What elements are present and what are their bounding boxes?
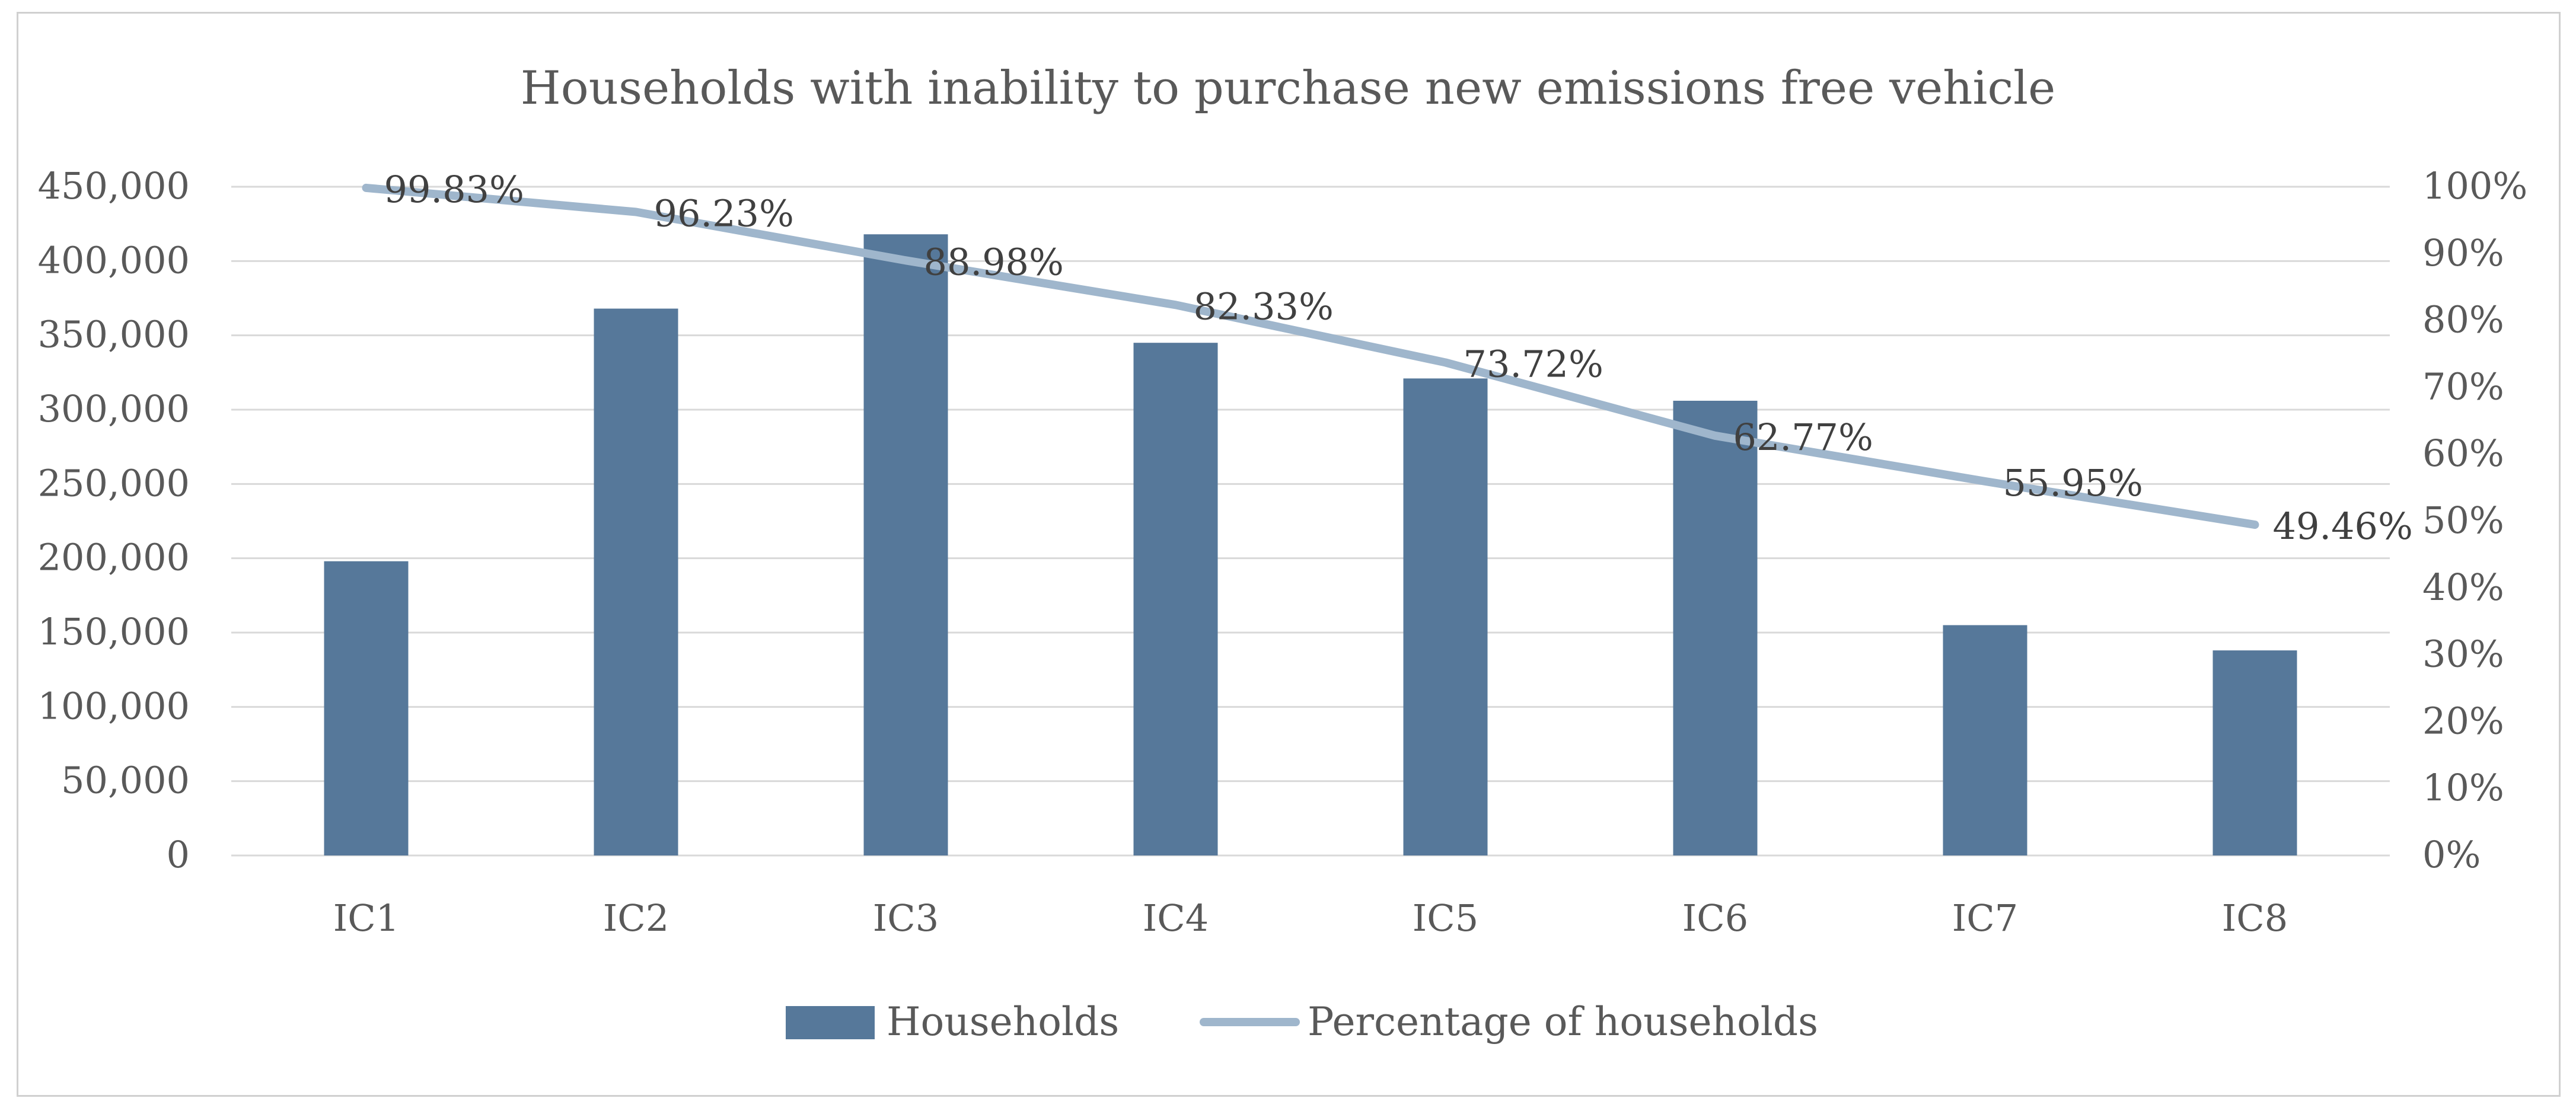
bar — [1673, 400, 1758, 855]
left-tick-label: 250,000 — [38, 461, 190, 505]
percentage-data-label: 55.95% — [2003, 461, 2143, 505]
right-tick-label: 20% — [2422, 699, 2504, 742]
percentage-data-label: 49.46% — [2273, 505, 2413, 548]
bar — [2212, 650, 2297, 855]
percentage-data-label: 88.98% — [924, 240, 1064, 283]
bar — [863, 234, 948, 855]
bar — [324, 561, 409, 855]
right-tick-label: 80% — [2422, 298, 2504, 341]
legend-label-households: Households — [887, 999, 1119, 1045]
legend: Households Percentage of households — [786, 999, 1818, 1045]
left-tick-label: 400,000 — [38, 238, 190, 282]
right-tick-label: 30% — [2422, 633, 2504, 676]
left-tick-label: 100,000 — [38, 684, 190, 727]
percentage-data-label: 99.83% — [384, 168, 524, 211]
bar — [1403, 378, 1488, 855]
category-label: IC1 — [333, 896, 399, 940]
left-axis: 0 50,000 100,000 150,000 200,000 250,000 300,0… — [38, 164, 190, 876]
percentage-line — [362, 183, 2259, 529]
category-label: IC5 — [1413, 896, 1478, 940]
category-label: IC6 — [1682, 896, 1748, 940]
right-tick-label: 0% — [2422, 833, 2481, 876]
left-tick-label: 350,000 — [38, 313, 190, 356]
category-label: IC4 — [1143, 896, 1209, 940]
bar — [1943, 625, 2027, 855]
data-labels: 99.83% 96.23% 88.98% 82.33% 73.72% 62.77% 55.9… — [384, 168, 2413, 548]
right-tick-label: 40% — [2422, 566, 2504, 609]
left-tick-label: 450,000 — [38, 164, 190, 207]
category-label: IC7 — [1952, 896, 2018, 940]
bar — [594, 308, 678, 855]
line-series — [362, 183, 2259, 529]
left-tick-label: 0 — [167, 833, 190, 876]
percentage-data-label: 73.72% — [1464, 342, 1603, 385]
right-tick-label: 60% — [2422, 432, 2504, 475]
right-tick-label: 50% — [2422, 499, 2504, 542]
percentage-data-label: 62.77% — [1733, 416, 1873, 459]
right-tick-label: 70% — [2422, 365, 2504, 408]
right-tick-label: 100% — [2422, 164, 2527, 207]
right-tick-label: 10% — [2422, 766, 2504, 809]
bar — [1133, 343, 1218, 855]
bar-series — [324, 234, 2297, 855]
right-tick-label: 90% — [2422, 231, 2504, 274]
percentage-data-label: 96.23% — [654, 192, 794, 235]
category-label: IC3 — [873, 896, 939, 940]
right-axis: 0% 10% 20% 30% 40% 50% 60% 70% 80% 90% 100% — [2422, 164, 2527, 876]
left-tick-label: 150,000 — [38, 610, 190, 653]
x-axis: IC1 IC2 IC3 IC4 IC5 IC6 IC7 IC8 — [333, 896, 2288, 940]
legend-swatch-households — [786, 1006, 875, 1039]
legend-label-percentage: Percentage of households — [1308, 999, 1818, 1045]
percentage-data-label: 82.33% — [1194, 285, 1334, 328]
left-tick-label: 50,000 — [61, 759, 190, 802]
chart-title: Households with inability to purchase ne… — [521, 62, 2056, 115]
category-label: IC8 — [2222, 896, 2288, 940]
gridlines — [231, 186, 2390, 857]
category-label: IC2 — [603, 896, 669, 940]
left-tick-label: 200,000 — [38, 536, 190, 579]
left-tick-label: 300,000 — [38, 387, 190, 430]
